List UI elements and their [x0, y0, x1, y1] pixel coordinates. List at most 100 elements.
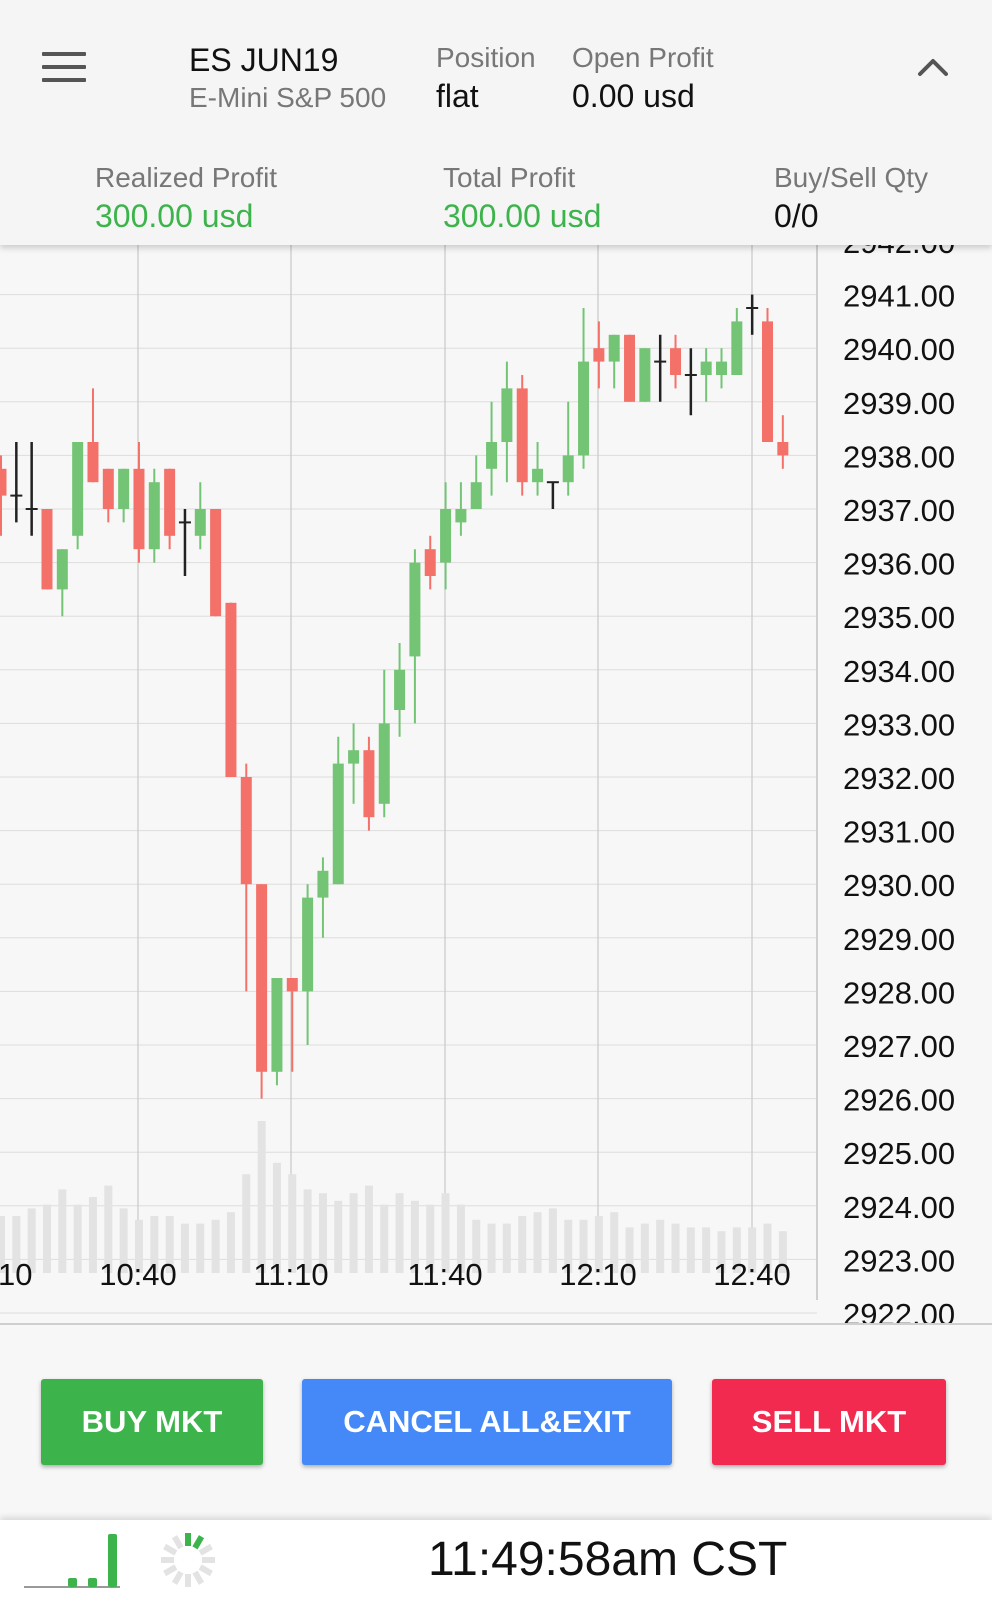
y-tick-label: 2935.00	[843, 600, 955, 635]
candlestick-chart[interactable]: 2942.00 2941.00 2940.00 2939.00 2938.00 2937.…	[0, 245, 992, 1323]
volume-bar	[441, 1193, 450, 1273]
volume-bar	[579, 1219, 588, 1273]
hamburger-menu-icon[interactable]	[42, 52, 86, 82]
volume-bar	[242, 1174, 251, 1273]
x-tick-label: 11:40	[407, 1257, 482, 1292]
y-tick-label: 2931.00	[843, 815, 955, 850]
volume-bar	[763, 1223, 772, 1273]
volume-bar	[656, 1219, 665, 1273]
candle	[608, 334, 620, 389]
y-tick-label: 2934.00	[843, 654, 955, 689]
price-chart[interactable]: 2942.00 2941.00 2940.00 2939.00 2938.00 2937.…	[0, 245, 992, 1323]
candle	[409, 549, 421, 724]
candle	[440, 482, 452, 590]
candle	[363, 736, 375, 831]
candle	[562, 401, 574, 496]
volume-bar	[395, 1193, 404, 1273]
candle	[56, 549, 68, 617]
candle	[762, 308, 773, 442]
chevron-up-icon[interactable]	[916, 50, 950, 84]
candle	[684, 348, 697, 416]
candle	[25, 442, 38, 536]
y-tick-label: 2922.00	[843, 1297, 955, 1323]
candle	[670, 334, 682, 389]
x-tick-label: 10	[0, 1257, 32, 1292]
candle	[578, 308, 590, 469]
y-tick-label: 2927.00	[843, 1029, 955, 1064]
volume-bar	[73, 1204, 82, 1273]
candle	[118, 468, 130, 523]
candle	[700, 348, 712, 402]
candle	[256, 884, 268, 1099]
candle	[424, 535, 436, 590]
candle	[164, 468, 176, 550]
buy-sell-qty-label: Buy/Sell Qty	[774, 162, 929, 193]
y-tick-label: 2928.00	[843, 975, 955, 1010]
y-tick-label: 2926.00	[843, 1083, 955, 1118]
candle	[624, 334, 636, 402]
volume-bar	[134, 1219, 143, 1273]
order-actions-bar: BUY MKT CANCEL ALL&EXIT SELL MKT	[0, 1323, 992, 1522]
candle	[332, 736, 344, 885]
candle	[746, 294, 759, 335]
realized-profit-label: Realized Profit	[95, 162, 278, 193]
y-tick-label: 2924.00	[843, 1190, 955, 1225]
volume-bar	[732, 1227, 741, 1273]
volume-bar	[12, 1216, 21, 1273]
y-tick-label: 2929.00	[843, 922, 955, 957]
volume-bar	[180, 1223, 189, 1273]
y-tick-label: 2938.00	[843, 439, 955, 474]
candle	[486, 401, 498, 496]
volume-bar	[640, 1223, 649, 1273]
candle	[777, 415, 789, 469]
volume-bar	[104, 1185, 113, 1273]
sell-market-button[interactable]: SELL MKT	[712, 1379, 946, 1465]
candle	[10, 442, 23, 523]
candle	[731, 308, 743, 375]
volume-bar	[456, 1204, 465, 1273]
volume-bar	[334, 1200, 343, 1273]
candle	[41, 509, 53, 590]
volume-bar	[625, 1227, 634, 1273]
candle	[302, 884, 314, 1045]
volume-bar	[380, 1204, 389, 1273]
volume-bar	[318, 1193, 327, 1273]
candle	[87, 388, 99, 483]
volume-bar	[518, 1216, 527, 1273]
volume-bar	[88, 1197, 97, 1273]
volume-bar	[702, 1227, 711, 1273]
volume-bar	[594, 1216, 603, 1273]
position-label: Position	[436, 42, 536, 73]
status-footer: 11:49:58am CST	[0, 1520, 992, 1600]
volume-bar	[410, 1200, 419, 1273]
clock-display: 11:49:58am CST	[428, 1533, 788, 1586]
volume-bar	[272, 1162, 281, 1273]
candle	[470, 455, 482, 509]
candle	[72, 442, 84, 550]
cancel-all-exit-button[interactable]: CANCEL ALL&EXIT	[302, 1379, 672, 1465]
volume-bar	[349, 1193, 358, 1273]
y-tick-label: 2925.00	[843, 1136, 955, 1171]
volume-bar	[58, 1189, 67, 1273]
volume-bar	[564, 1219, 573, 1273]
volume-bar	[671, 1223, 680, 1273]
signal-strength-icon	[24, 1534, 124, 1588]
volume-bar	[303, 1189, 312, 1273]
candle	[178, 509, 191, 576]
x-tick-label: 11:10	[253, 1257, 328, 1292]
y-tick-label: 2923.00	[843, 1243, 955, 1278]
candle	[102, 468, 114, 523]
candle	[225, 602, 237, 777]
y-tick-label: 2942.00	[843, 245, 955, 260]
y-tick-label: 2937.00	[843, 493, 955, 528]
candle	[455, 482, 467, 536]
buy-market-button[interactable]: BUY MKT	[41, 1379, 263, 1465]
volume-bar	[0, 1216, 5, 1273]
x-tick-label: 12:10	[559, 1257, 637, 1292]
volume-bar	[717, 1231, 726, 1273]
volume-bar	[288, 1174, 297, 1273]
volume-bar	[364, 1185, 373, 1273]
candle	[240, 763, 252, 992]
volume-bar	[548, 1208, 557, 1273]
volume-bar	[150, 1216, 159, 1273]
